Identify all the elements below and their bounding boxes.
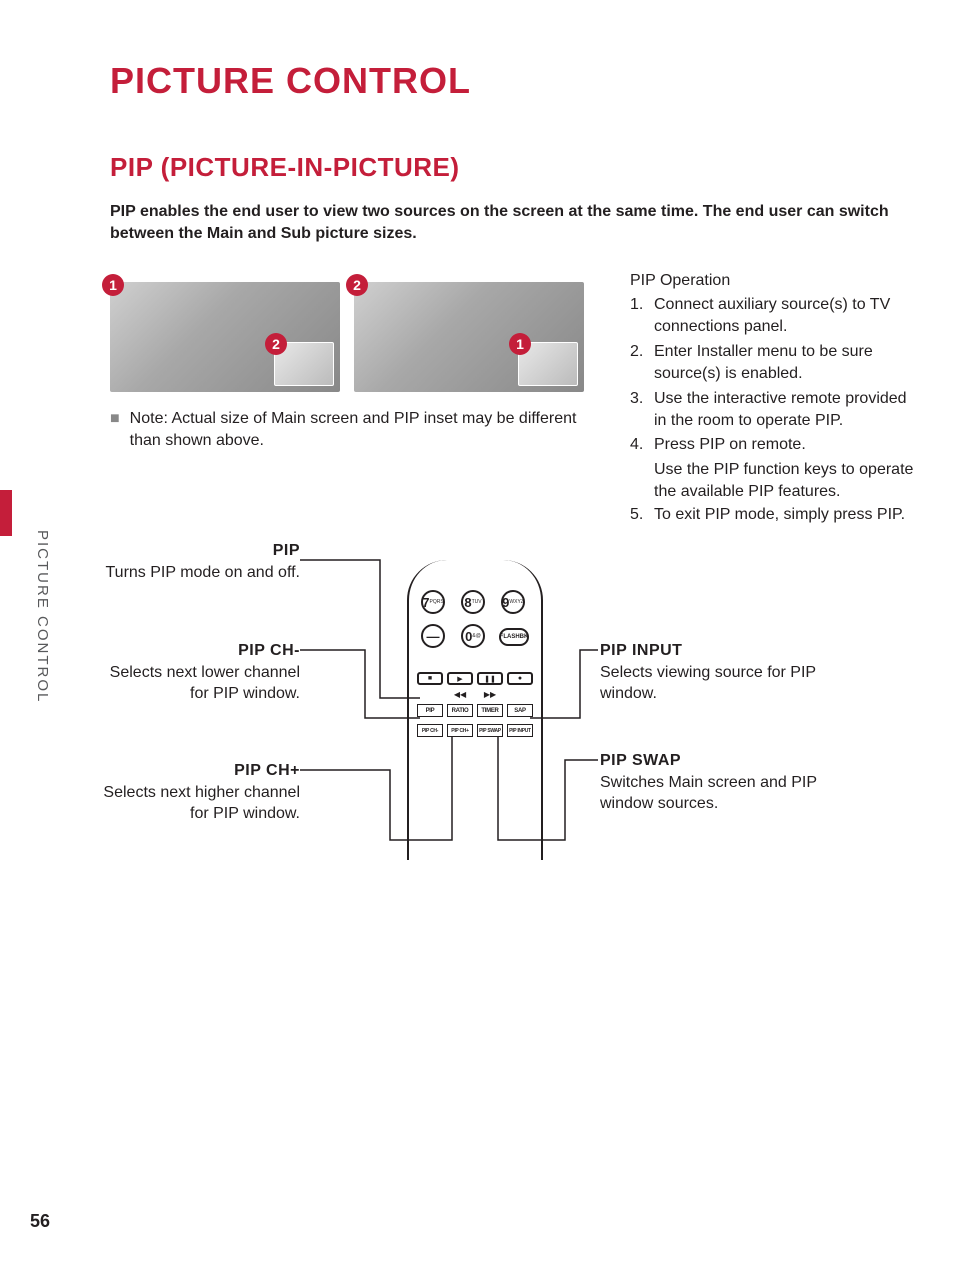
remote-label-ratio: RATIO <box>447 704 473 717</box>
example-image-2: 2 1 <box>354 282 584 392</box>
pip-inset: 1 <box>518 342 578 386</box>
operation-list: 1.Connect auxiliary source(s) to TV conn… <box>630 294 920 457</box>
remote-label-sap: SAP <box>507 704 533 717</box>
remote-key-pause: ❚❚ <box>477 672 503 685</box>
remote-label-pipinput: PIP INPUT <box>507 724 533 737</box>
image-badge: 2 <box>346 274 368 296</box>
remote-key-flashbk: FLASHBK <box>499 628 529 646</box>
image-badge: 1 <box>509 333 531 355</box>
example-image-1: 1 2 <box>110 282 340 392</box>
remote-illustration: 7PQRS 8TUV 9WXYZ — 0&@ FLASHBK ■ ▶ ❚❚ ● … <box>395 560 555 860</box>
step-text: Enter Installer menu to be sure source(s… <box>654 341 920 386</box>
remote-label-pip: PIP <box>417 704 443 717</box>
note-bullet-icon: ■ <box>110 408 120 453</box>
page-number: 56 <box>30 1211 50 1232</box>
step-text: Use the interactive remote provided in t… <box>654 388 920 433</box>
remote-diagram: PIP Turns PIP mode on and off. PIP CH- S… <box>100 540 860 880</box>
step-text: Press PIP on remote. <box>654 434 920 456</box>
remote-key-9: 9WXYZ <box>501 590 525 614</box>
side-tab: PICTURE CONTROL <box>0 490 36 710</box>
remote-key-8: 8TUV <box>461 590 485 614</box>
step-num: 3. <box>630 388 648 433</box>
step-num: 4. <box>630 434 648 456</box>
step-text: Connect auxiliary source(s) to TV connec… <box>654 294 920 339</box>
step-num: 1. <box>630 294 648 339</box>
remote-label-pipch-down: PIP CH- <box>417 724 443 737</box>
step-num: 5. <box>630 504 648 526</box>
section-title: PIP (PICTURE-IN-PICTURE) <box>110 152 904 183</box>
remote-key-record: ● <box>507 672 533 685</box>
remote-key-stop: ■ <box>417 672 443 685</box>
side-tab-marker <box>0 490 12 536</box>
pip-inset: 2 <box>274 342 334 386</box>
side-tab-label: PICTURE CONTROL <box>34 530 51 703</box>
pip-operation-block: PIP Operation 1.Connect auxiliary source… <box>630 272 920 528</box>
step-num: 2. <box>630 341 648 386</box>
note-row: ■ Note: Actual size of Main screen and P… <box>110 408 610 453</box>
remote-label-pipswap: PIP SWAP <box>477 724 503 737</box>
page-title: PICTURE CONTROL <box>110 60 904 102</box>
remote-label-timer: TIMER <box>477 704 503 717</box>
remote-key-0: 0&@ <box>461 624 485 648</box>
step-text: To exit PIP mode, simply press PIP. <box>654 504 920 526</box>
operation-list: 5. To exit PIP mode, simply press PIP. <box>630 504 920 526</box>
note-text: Note: Actual size of Main screen and PIP… <box>130 408 610 453</box>
operation-title: PIP Operation <box>630 272 920 290</box>
ffwd-icon: ▶▶ <box>477 690 503 699</box>
remote-key-7: 7PQRS <box>421 590 445 614</box>
remote-label-pipch-up: PIP CH+ <box>447 724 473 737</box>
remote-key-play: ▶ <box>447 672 473 685</box>
image-badge: 1 <box>102 274 124 296</box>
remote-key-dash: — <box>421 624 445 648</box>
intro-text: PIP enables the end user to view two sou… <box>110 201 894 246</box>
step-text: Use the PIP function keys to operate the… <box>654 459 920 504</box>
rewind-icon: ◀◀ <box>447 690 473 699</box>
image-badge: 2 <box>265 333 287 355</box>
